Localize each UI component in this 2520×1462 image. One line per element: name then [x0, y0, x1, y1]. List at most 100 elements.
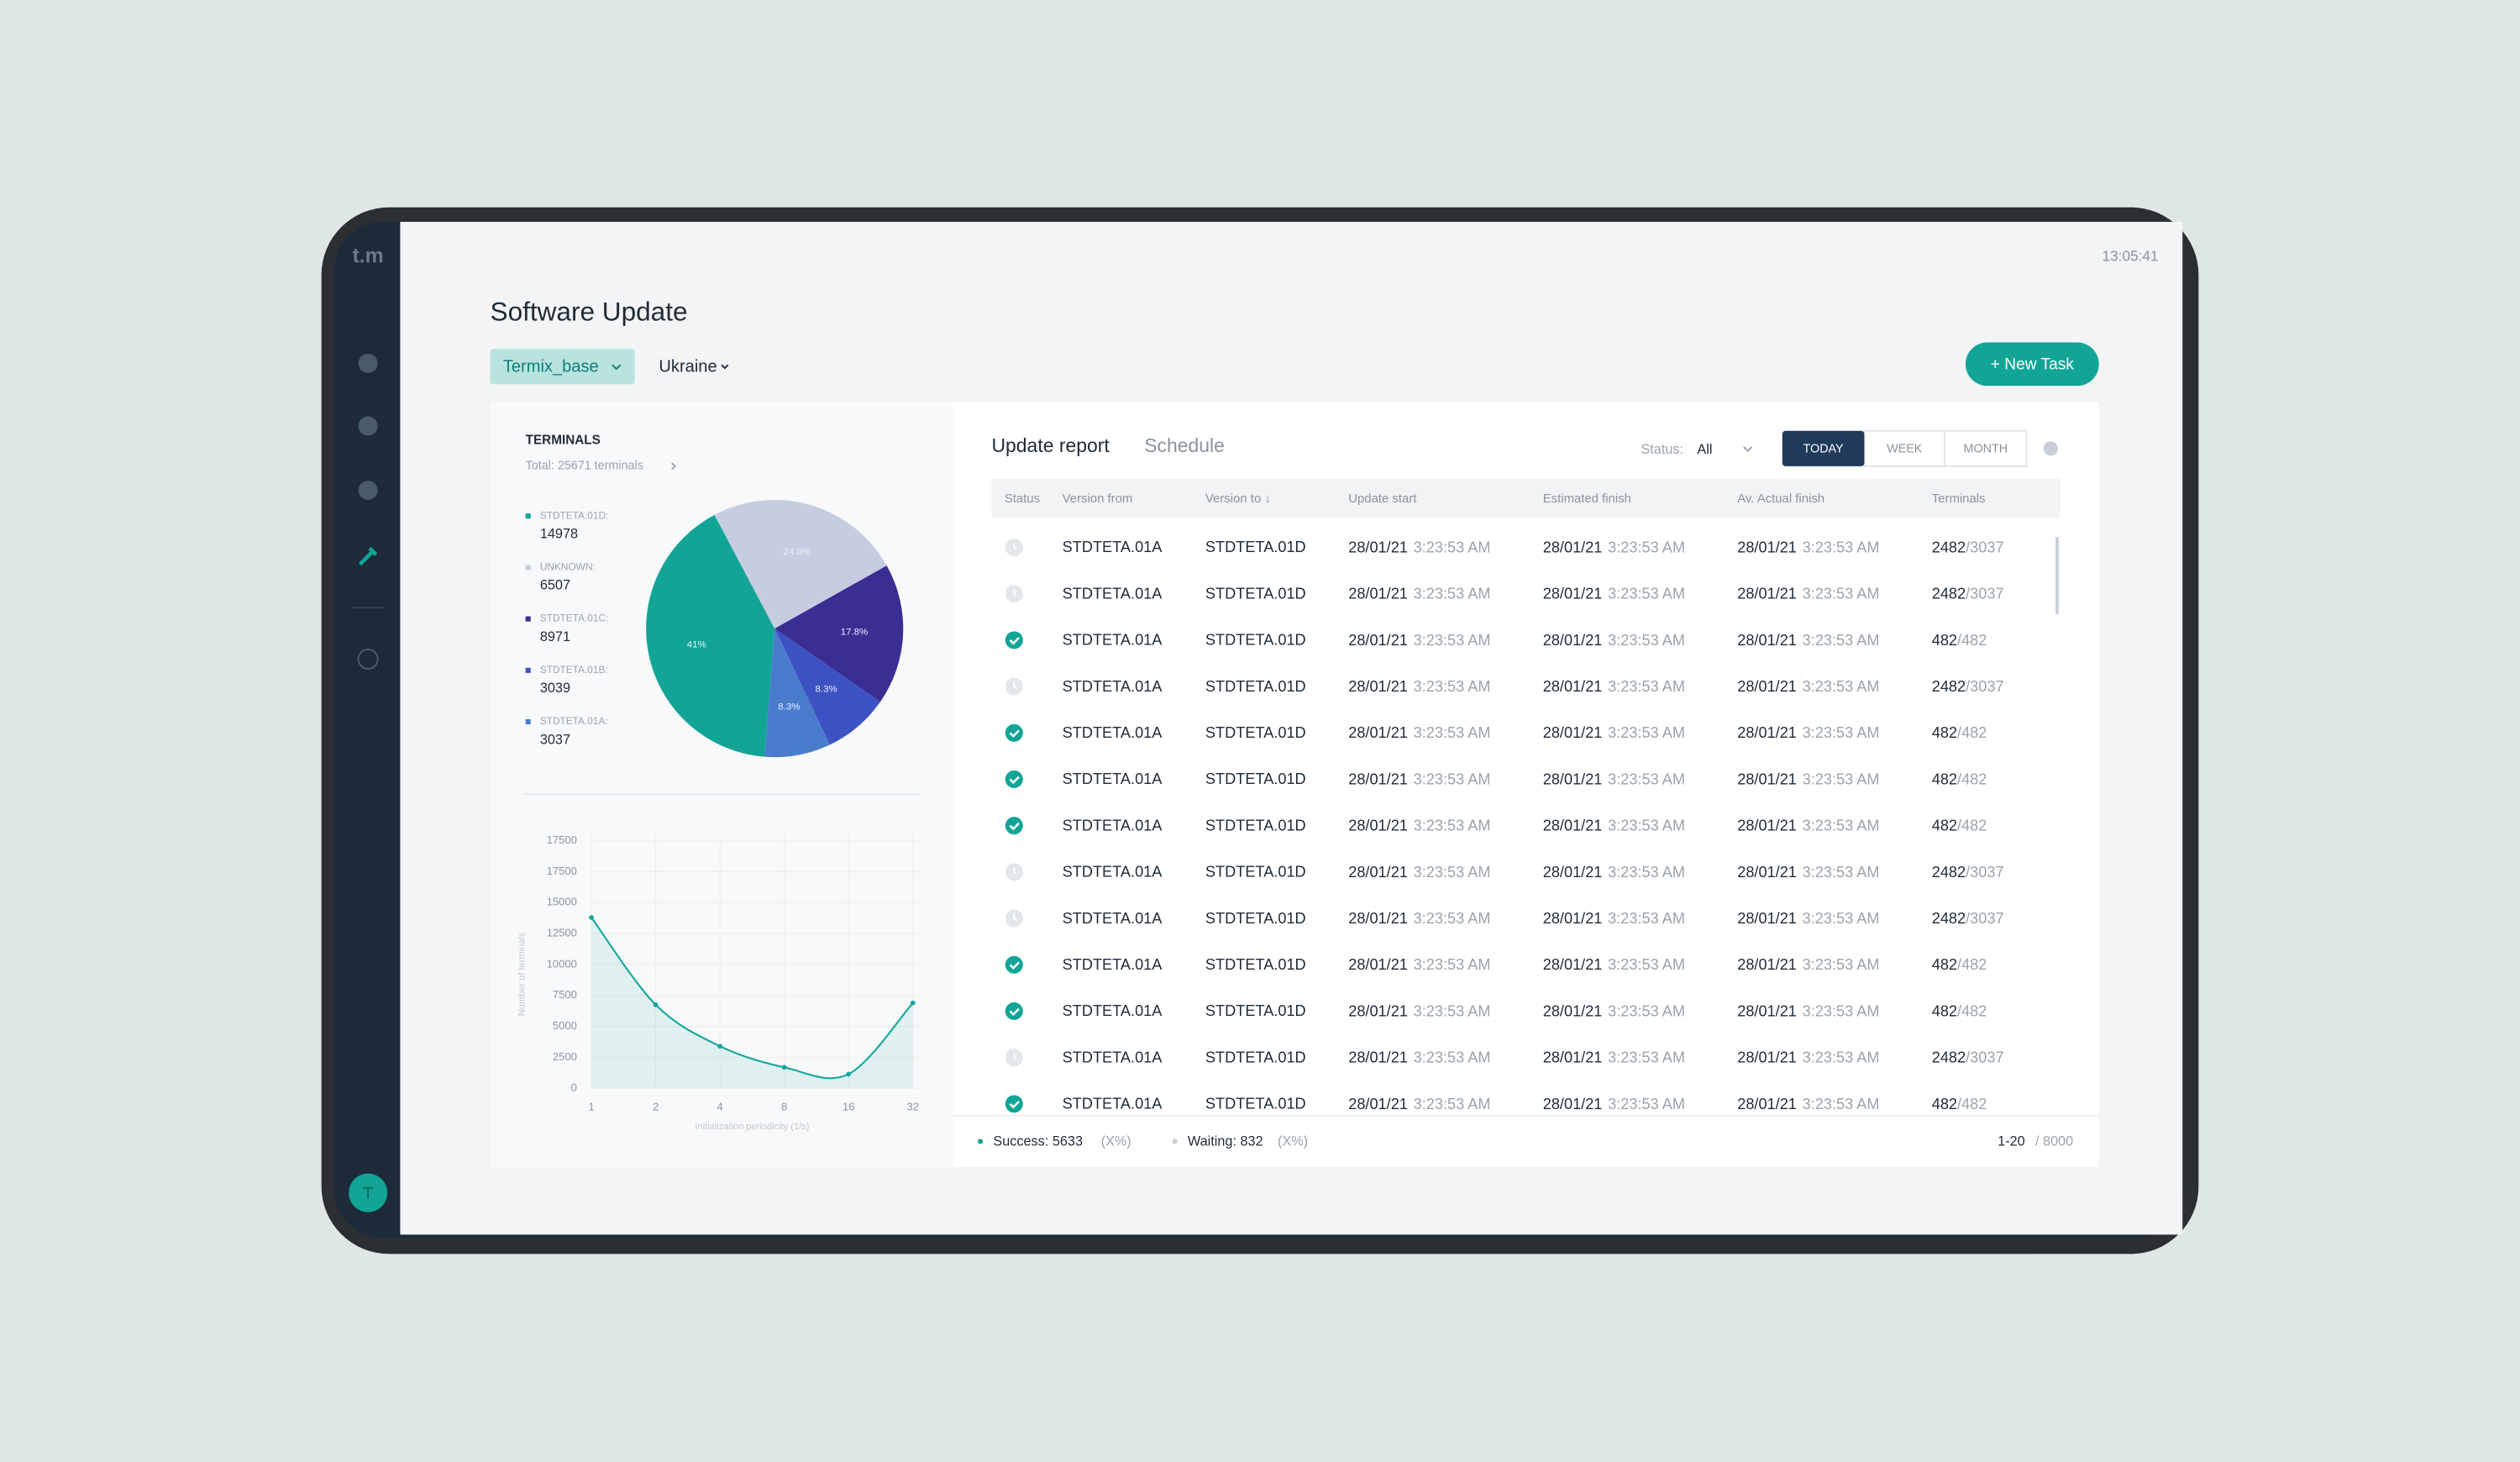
pie-label: 41% — [687, 639, 706, 649]
cell-sub: 3:23:53 AM — [1608, 1002, 1685, 1019]
cell-sub: 3:23:53 AM — [1608, 1096, 1685, 1112]
cell-sub: /3037 — [1966, 1049, 2003, 1065]
version-to: STDTETA.01D — [1205, 1096, 1306, 1112]
new-task-button[interactable] — [1965, 342, 2099, 387]
legend-name: UNKNOWN: — [540, 561, 596, 573]
legend-dot — [1172, 1139, 1178, 1144]
cell-sub: /482 — [1957, 632, 1987, 649]
chevron — [612, 364, 622, 371]
status-check — [1009, 1101, 1020, 1109]
nav-home[interactable] — [358, 353, 378, 373]
actual-finish: 28/01/21 3:23:53 AM — [1737, 724, 1879, 741]
cell-main: 482 — [1932, 1096, 1957, 1112]
cell-sub: 3:23:53 AM — [1414, 1049, 1491, 1065]
cell-main: 28/01/21 — [1348, 1002, 1408, 1019]
cell-main: 28/01/21 — [1737, 1049, 1797, 1065]
cell-main: 28/01/21 — [1543, 724, 1603, 741]
cell-sub: 3:23:53 AM — [1803, 864, 1880, 881]
cell-main: 28/01/21 — [1348, 632, 1408, 649]
line-point — [589, 915, 594, 920]
legend-count: 8971 — [540, 629, 570, 644]
cell-main: 28/01/21 — [1348, 910, 1408, 927]
cell-main: 28/01/21 — [1543, 678, 1603, 695]
cell-main: 28/01/21 — [1348, 539, 1408, 555]
tab-active[interactable]: Update report — [991, 434, 1110, 456]
pie-slice — [774, 565, 904, 702]
x-tick-label: 8 — [781, 1101, 787, 1113]
version-to: STDTETA.01D — [1205, 1049, 1306, 1065]
actual-finish: 28/01/21 3:23:53 AM — [1737, 770, 1879, 787]
success-count: Success: 5633 — [993, 1134, 1083, 1149]
y-tick-label: 7500 — [553, 988, 577, 1001]
chevron — [721, 364, 729, 370]
status-filter-value[interactable]: All — [1697, 442, 1712, 457]
tab[interactable]: Schedule — [1144, 434, 1225, 456]
pie-label: 8.3% — [816, 684, 837, 694]
version-from: STDTETA.01A — [1063, 817, 1163, 834]
cell-main: 28/01/21 — [1737, 864, 1797, 881]
period-label[interactable]: MONTH — [1964, 443, 2008, 456]
actual-finish: 28/01/21 3:23:53 AM — [1737, 678, 1879, 695]
avatar[interactable] — [349, 1173, 388, 1212]
legend-name: STDTETA.01A: — [540, 715, 608, 727]
version-to: STDTETA.01D — [1205, 678, 1306, 695]
actual-finish: 28/01/21 3:23:53 AM — [1737, 1096, 1879, 1112]
nav-tools[interactable] — [358, 546, 378, 566]
version-from: STDTETA.01A — [1063, 585, 1163, 602]
page-total: / 8000 — [2035, 1134, 2073, 1149]
line-point — [846, 1071, 852, 1077]
nav-item[interactable] — [358, 481, 378, 501]
version-to: STDTETA.01D — [1205, 724, 1306, 741]
line-series — [591, 917, 914, 1080]
status-clock — [1013, 682, 1017, 689]
cell-sub: 3:23:53 AM — [1803, 910, 1880, 927]
cell-sub: /3037 — [1966, 910, 2003, 927]
cell-main: 28/01/21 — [1543, 539, 1603, 555]
filter-country[interactable]: Ukraine — [659, 357, 717, 376]
cell-main: 28/01/21 — [1348, 864, 1408, 881]
filter-base[interactable] — [490, 349, 635, 385]
nav-item[interactable] — [358, 416, 378, 436]
update-start: 28/01/21 3:23:53 AM — [1348, 632, 1490, 649]
cell-main: 28/01/21 — [1543, 864, 1603, 881]
cell-sub: 3:23:53 AM — [1608, 724, 1685, 741]
update-start: 28/01/21 3:23:53 AM — [1348, 678, 1490, 695]
nav-info[interactable] — [357, 649, 379, 670]
filter-base-label: Termix_base — [503, 357, 599, 376]
cell-main: 28/01/21 — [1737, 956, 1797, 973]
legend-count: 3039 — [540, 681, 570, 696]
estimated-finish: 28/01/21 3:23:53 AM — [1543, 910, 1685, 927]
status-check — [1009, 637, 1020, 645]
version-to: STDTETA.01D — [1205, 770, 1306, 787]
cell-sub: 3:23:53 AM — [1608, 817, 1685, 834]
cell-main: 28/01/21 — [1543, 632, 1603, 649]
cell-sub: /482 — [1957, 724, 1987, 741]
status-success — [1005, 955, 1023, 974]
column-header: Estimated finish — [1543, 492, 1631, 506]
terminals-count: 482/482 — [1932, 817, 1987, 834]
status-clock — [1013, 543, 1017, 550]
cell-sub: /3037 — [1966, 539, 2003, 555]
line-point — [910, 1000, 916, 1006]
period-label[interactable]: WEEK — [1887, 443, 1923, 456]
cell-main: 28/01/21 — [1737, 1002, 1797, 1019]
avatar-letter: T — [363, 1186, 373, 1203]
calendar-icon[interactable] — [2043, 441, 2058, 456]
y-tick-label: 15000 — [547, 896, 577, 908]
y-tick-label: 0 — [571, 1081, 577, 1094]
cell-main: 28/01/21 — [1737, 1096, 1797, 1112]
cell-sub: 3:23:53 AM — [1608, 1049, 1685, 1065]
cell-main: 2482 — [1932, 539, 1966, 555]
version-from: STDTETA.01A — [1063, 770, 1163, 787]
terminals-count: 2482/3037 — [1932, 864, 2004, 881]
pie-slice — [646, 514, 775, 757]
cell-main: 482 — [1932, 632, 1957, 649]
cell-main: 2482 — [1932, 678, 1966, 695]
terminals-count: 2482/3037 — [1932, 910, 2004, 927]
legend-count: 6507 — [540, 578, 570, 593]
period-active[interactable] — [1782, 430, 1865, 466]
legend-name: STDTETA.01B: — [540, 664, 608, 676]
estimated-finish: 28/01/21 3:23:53 AM — [1543, 1002, 1685, 1019]
cell-main: 28/01/21 — [1543, 1096, 1603, 1112]
